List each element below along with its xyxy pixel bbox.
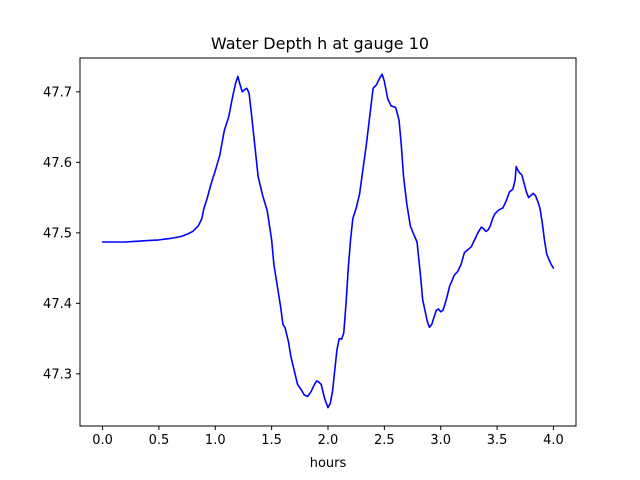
x-tick-label: 3.5 xyxy=(487,433,508,448)
plot-area xyxy=(101,73,555,409)
y-tick-label: 47.5 xyxy=(43,226,72,241)
x-tick-label: 1.0 xyxy=(205,433,226,448)
x-tick-label: 2.0 xyxy=(318,433,339,448)
y-tick-label: 47.7 xyxy=(43,85,72,100)
x-tick-label: 0.0 xyxy=(92,433,113,448)
x-tick-label: 1.5 xyxy=(261,433,282,448)
y-tick-label: 47.4 xyxy=(43,297,72,312)
x-tick-label: 0.5 xyxy=(149,433,170,448)
y-tick-label: 47.6 xyxy=(43,156,72,171)
chart-title: Water Depth h at gauge 10 xyxy=(211,34,429,53)
y-tick-label: 47.3 xyxy=(43,367,72,382)
x-tick-label: 4.0 xyxy=(543,433,564,448)
x-tick-label: 3.0 xyxy=(430,433,451,448)
x-axis-label: hours xyxy=(310,456,347,471)
series-line-0 xyxy=(101,73,555,409)
x-tick-label: 2.5 xyxy=(374,433,395,448)
axes: 0.0 0.5 1.0 1.5 2.0 2.5 3.0 3.5 4.0 47.3 47.4 47.5 4… xyxy=(43,57,577,448)
plot-frame xyxy=(79,57,577,427)
